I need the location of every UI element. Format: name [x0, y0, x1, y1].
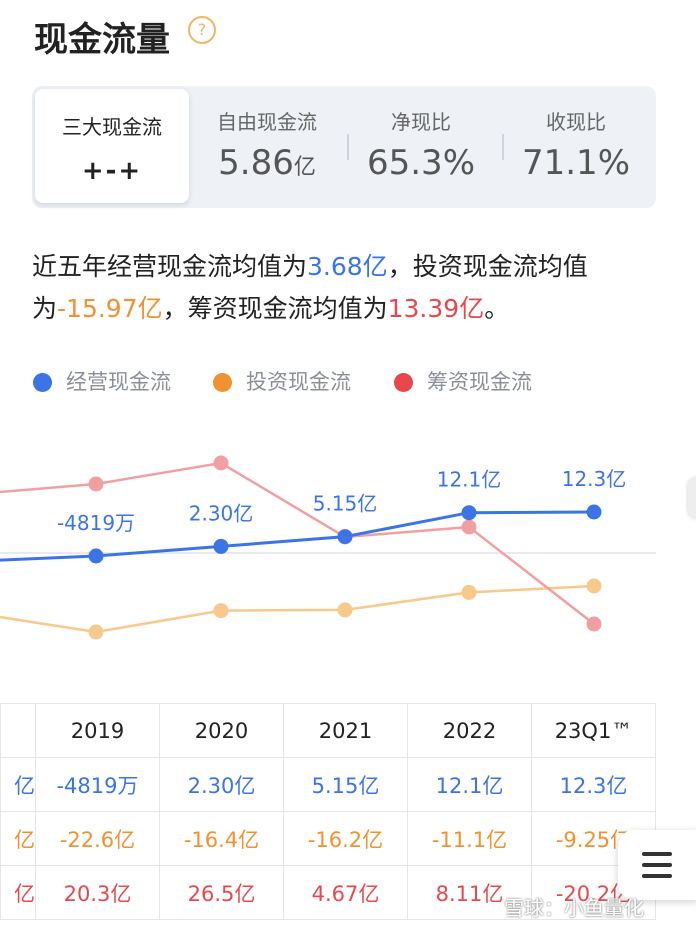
metric-label: 收现比 — [546, 110, 606, 134]
data-point — [586, 616, 602, 632]
series-line-financing — [0, 461, 595, 625]
tab-label: 三大现金流 — [62, 115, 162, 139]
menu-button[interactable] — [618, 830, 696, 900]
page-title: 现金流量 — [34, 20, 170, 60]
table-cell: 亿 — [0, 811, 36, 866]
data-point — [461, 505, 477, 521]
data-point — [213, 538, 229, 554]
legend-dot — [213, 373, 232, 392]
table-cell: -16.4亿 — [159, 811, 284, 866]
cash-flow-line-chart: -4819万 2.30亿 5.15亿 12.1亿 12.3亿 — [0, 455, 656, 640]
data-label: 12.3亿 — [562, 467, 627, 491]
help-icon[interactable]: ? — [188, 16, 216, 44]
menu-icon — [642, 874, 672, 878]
legend-financing[interactable]: 筹资现金流 — [394, 366, 532, 396]
table-header-cell: 2019 — [35, 703, 160, 758]
legend-dot — [33, 373, 52, 392]
table-cell: 12.1亿 — [407, 757, 532, 812]
legend-operating[interactable]: 经营现金流 — [33, 366, 171, 396]
table-cell: 26.5亿 — [159, 865, 284, 920]
data-point — [337, 529, 353, 545]
side-handle[interactable] — [688, 478, 696, 518]
table-cell: -4819万 — [35, 757, 160, 812]
tab-value: +-+ — [81, 156, 143, 186]
tab-three-cash-flows[interactable]: 三大现金流 +-+ — [35, 89, 189, 203]
metric-label: 自由现金流 — [217, 110, 317, 134]
data-point — [337, 602, 353, 618]
divider — [347, 134, 349, 160]
data-label: -4819万 — [57, 511, 135, 535]
table-cell: 2.30亿 — [159, 757, 284, 812]
table-cell: 20.3亿 — [35, 865, 160, 920]
data-point — [461, 519, 477, 535]
summary-panel: 三大现金流 +-+ 自由现金流 5.86亿 净现比 65.3% 收现比 71.1… — [32, 86, 656, 208]
table-header-cell: 2021 — [283, 703, 408, 758]
data-point — [461, 584, 477, 600]
metric-value: 71.1% — [521, 143, 630, 183]
data-label: 12.1亿 — [437, 468, 502, 492]
data-point — [586, 578, 602, 594]
legend-dot — [394, 373, 413, 392]
table-cell: 亿 — [0, 865, 36, 920]
menu-icon — [642, 852, 672, 856]
table-cell: -11.1亿 — [407, 811, 532, 866]
series-line-operating — [0, 510, 595, 562]
table-cell: 12.3亿 — [531, 757, 656, 812]
table-cell: 亿 — [0, 757, 36, 812]
data-point — [88, 548, 104, 564]
metric-net-cash-ratio[interactable]: 净现比 65.3% — [346, 86, 496, 183]
metric-value: 5.86亿 — [218, 143, 316, 183]
metric-cash-collection-ratio[interactable]: 收现比 71.1% — [501, 86, 651, 183]
data-point — [213, 603, 229, 619]
data-label: 2.30亿 — [189, 501, 254, 525]
table-header-cell: 2020 — [159, 703, 284, 758]
metric-free-cash-flow[interactable]: 自由现金流 5.86亿 — [192, 86, 342, 183]
data-point — [88, 624, 104, 640]
table-cell: 4.67亿 — [283, 865, 408, 920]
table-cell: -22.6亿 — [35, 811, 160, 866]
table-cell: 8.11亿 — [407, 865, 532, 920]
menu-icon — [642, 863, 672, 867]
watermark: 雪球：小鱼量化 — [504, 896, 644, 920]
table-row: 亿 -22.6亿 -16.4亿 -16.2亿 -11.1亿 -9.25亿 — [0, 811, 656, 866]
table-cell: 5.15亿 — [283, 757, 408, 812]
data-label: 5.15亿 — [313, 492, 378, 516]
metric-label: 净现比 — [391, 110, 451, 134]
cash-flow-table: 2019 2020 2021 2022 23Q1™ 亿 -4819万 2.30亿… — [0, 703, 656, 920]
summary-description: 近五年经营现金流均值为3.68亿，投资现金流均值为-15.97亿，筹资现金流均值… — [32, 252, 588, 323]
data-point — [586, 504, 602, 520]
legend-investing[interactable]: 投资现金流 — [213, 366, 351, 396]
divider — [502, 134, 504, 160]
table-header-cell: 23Q1™ — [531, 703, 656, 758]
table-cell: -16.2亿 — [283, 811, 408, 866]
table-header-cell: 2022 — [407, 703, 532, 758]
series-line-investing — [0, 584, 595, 634]
table-row: 亿 -4819万 2.30亿 5.15亿 12.1亿 12.3亿 — [0, 757, 656, 812]
metric-value: 65.3% — [366, 143, 475, 183]
table-header-row: 2019 2020 2021 2022 23Q1™ — [0, 703, 656, 758]
data-point — [88, 476, 104, 492]
table-header-cell — [0, 703, 36, 758]
data-point — [213, 455, 229, 471]
